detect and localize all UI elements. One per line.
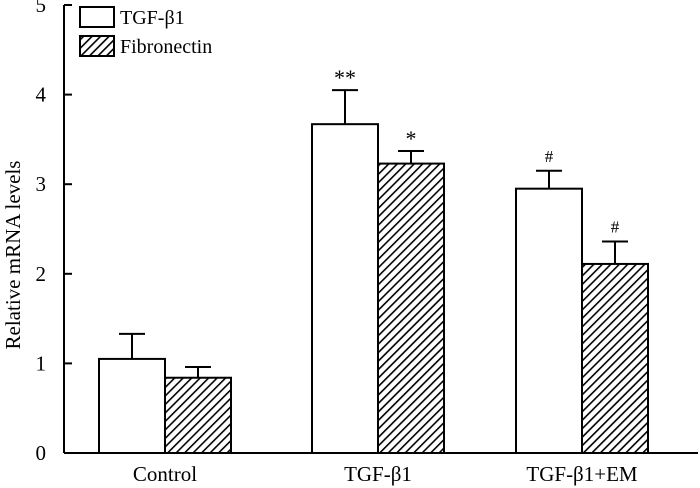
y-tick-label: 2 [36,262,47,286]
y-axis-label: Relative mRNA levels [1,161,25,350]
significance-label: ** [334,65,356,90]
bar-fibronectin [164,376,232,454]
legend-swatch [79,6,115,28]
y-tick-label: 3 [36,172,47,196]
y-tick-label: 1 [36,351,47,375]
significance-label: # [545,147,554,166]
legend-swatch [79,35,115,57]
bar-fibronectin [377,162,445,454]
significance-label: # [611,218,620,237]
legend: TGF-β1 Fibronectin [79,6,212,58]
x-tick-label: TGF-β1+EM [526,462,638,486]
x-tick-label: TGF-β1 [344,462,412,486]
legend-label: Fibronectin [120,36,212,58]
y-tick-label: 0 [36,441,47,465]
y-tick-label: 4 [36,83,47,107]
bar-fibronectin [581,262,649,454]
bars: ***## [98,65,649,455]
axes: 0 1 2 3 4 5 Control TGF-β1 TGF-β1+EM [36,0,698,486]
bar-tgf-b1 [98,357,166,455]
significance-label: * [406,126,417,151]
y-tick-label: 5 [36,0,47,17]
x-tick-label: Control [133,462,197,486]
legend-label: TGF-β1 [120,7,185,29]
bar-tgf-b1 [311,123,379,454]
bar-tgf-b1 [515,187,583,454]
